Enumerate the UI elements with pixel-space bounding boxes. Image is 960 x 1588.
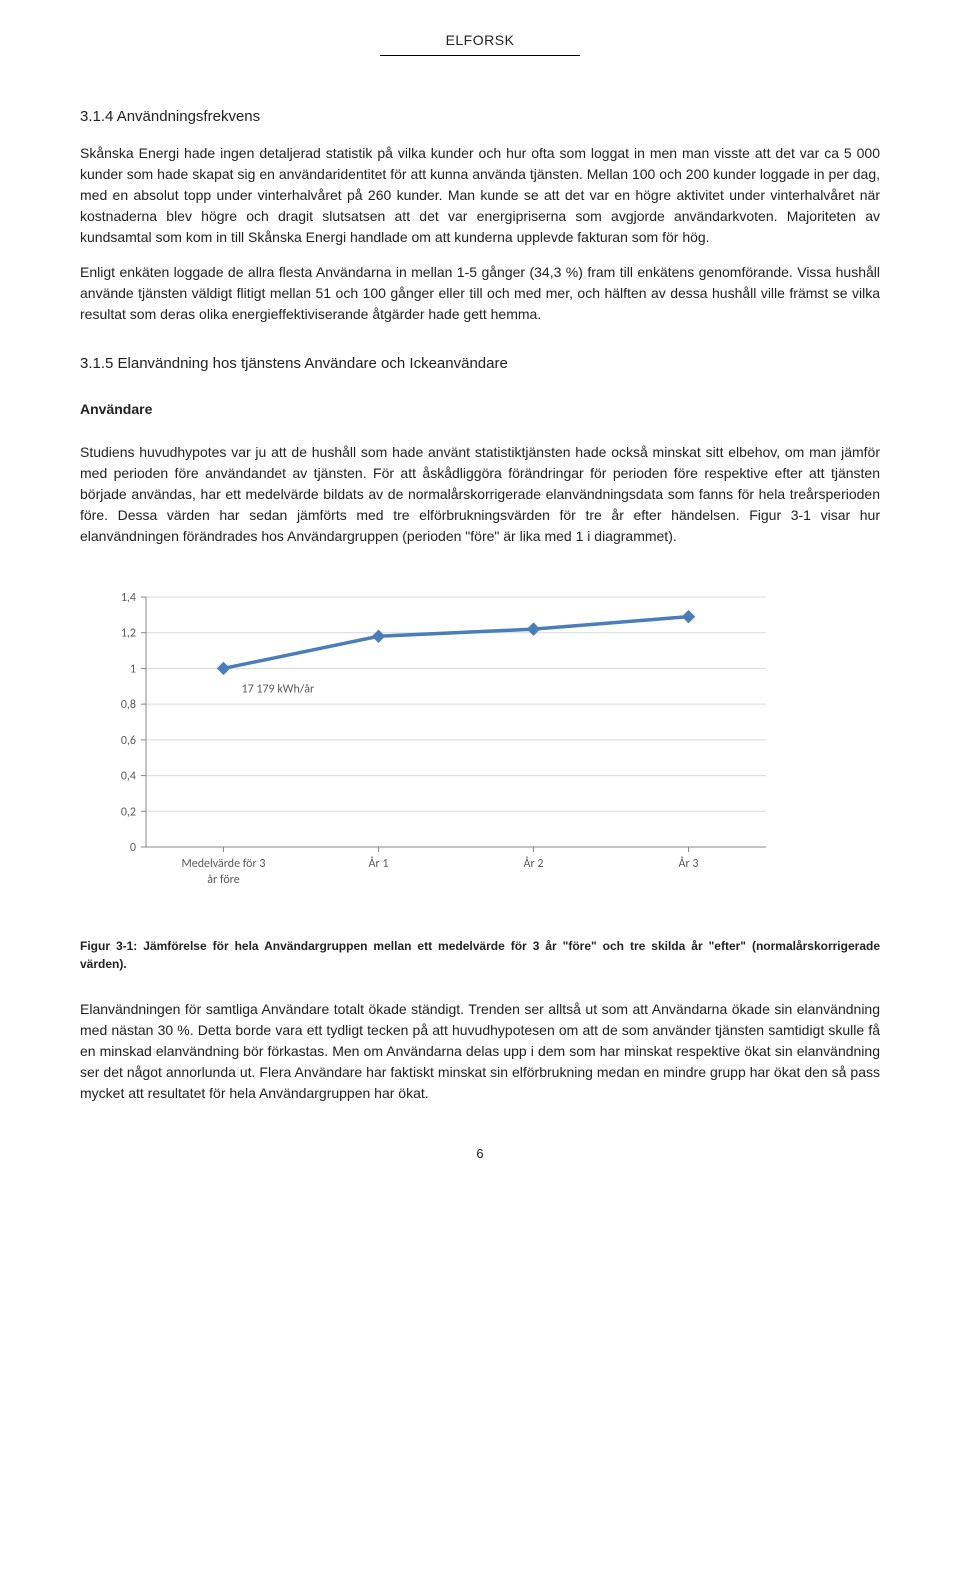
body-paragraph: Skånska Energi hade ingen detaljerad sta…	[80, 143, 880, 248]
svg-text:1: 1	[130, 662, 136, 676]
figure-caption: Figur 3-1: Jämförelse för hela Användarg…	[80, 937, 880, 973]
page-number: 6	[80, 1144, 880, 1164]
svg-text:Medelvärde för 3: Medelvärde för 3	[182, 857, 266, 871]
section-heading-315: 3.1.5 Elanvändning hos tjänstens Använda…	[80, 353, 880, 376]
line-chart: 0 0,2 0,4 0,6 0,8 1 1,2 1,4 Medelvärde för 3 år f…	[80, 571, 880, 913]
svg-text:0,4: 0,4	[121, 770, 136, 784]
svg-text:17 179 kWh/år: 17 179 kWh/år	[242, 682, 315, 696]
subsection-label: Användare	[80, 399, 880, 420]
header-brand: ELFORSK	[380, 30, 580, 56]
svg-text:År 2: År 2	[524, 856, 544, 871]
body-paragraph: Elanvändningen för samtliga Användare to…	[80, 999, 880, 1104]
svg-text:År 3: År 3	[679, 856, 699, 871]
svg-text:0,8: 0,8	[121, 698, 136, 712]
svg-text:0,2: 0,2	[121, 805, 136, 819]
svg-text:1,2: 1,2	[121, 627, 136, 641]
svg-text:år före: år före	[207, 873, 239, 887]
svg-text:0: 0	[130, 841, 136, 855]
chart-svg: 0 0,2 0,4 0,6 0,8 1 1,2 1,4 Medelvärde för 3 år f…	[86, 577, 786, 907]
body-paragraph: Enligt enkäten loggade de allra flesta A…	[80, 262, 880, 325]
body-paragraph: Studiens huvudhypotes var ju att de hush…	[80, 442, 880, 547]
section-heading-314: 3.1.4 Användningsfrekvens	[80, 106, 880, 129]
document-page: ELFORSK 3.1.4 Användningsfrekvens Skånsk…	[0, 0, 960, 1204]
svg-text:1,4: 1,4	[121, 591, 136, 605]
svg-text:0,6: 0,6	[121, 734, 136, 748]
svg-text:År 1: År 1	[369, 856, 389, 871]
